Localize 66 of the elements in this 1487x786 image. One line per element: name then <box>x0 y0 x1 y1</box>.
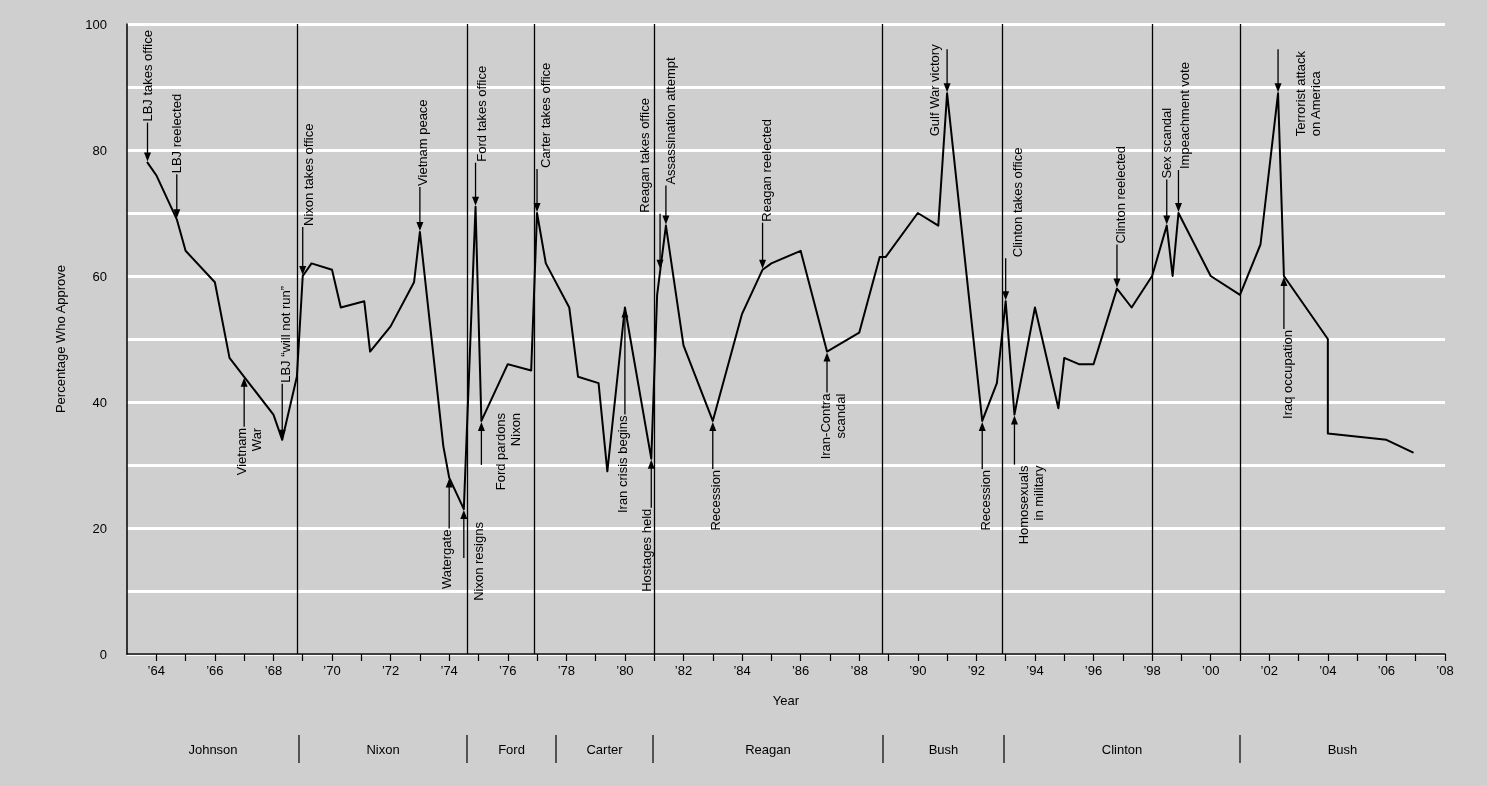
annotation: Iran-Contra scandal <box>818 392 848 460</box>
x-tick-label: ’92 <box>967 663 986 678</box>
x-tick-label: ’66 <box>206 663 224 678</box>
annotation: Iraq occupation <box>1280 330 1296 419</box>
x-tick-label: ’04 <box>1319 663 1337 678</box>
x-tick-label: ’94 <box>1026 663 1044 678</box>
annotation: Impeachment vote <box>1176 62 1192 169</box>
y-tick-label: 20 <box>92 520 107 536</box>
y-axis-title: Percentage Who Approve <box>53 264 68 414</box>
x-tick-label: ’08 <box>1436 663 1454 678</box>
x-tick-label: ’70 <box>323 663 341 678</box>
annotation: Nixon resigns <box>471 521 487 601</box>
annotation: Recession <box>708 469 724 531</box>
x-tick-label: ’96 <box>1084 663 1103 678</box>
x-tick-label: ’72 <box>381 663 400 678</box>
text: Ford <box>498 741 525 757</box>
x-tick-label: ’84 <box>733 663 751 678</box>
x-tick-label: ’86 <box>791 663 810 678</box>
annotation: Sex scandal <box>1159 107 1175 179</box>
annotation: Reagan reelected <box>759 119 775 222</box>
x-tick-label: ’80 <box>616 663 634 678</box>
annotation: Homosexuals in military <box>1016 465 1047 545</box>
annotation: LBJ reelected <box>169 93 185 174</box>
x-tick-label: ’78 <box>557 663 576 678</box>
annotation: Ford takes office <box>474 65 490 162</box>
y-tick-label: 80 <box>92 142 107 158</box>
text: Carter <box>586 741 624 757</box>
x-tick-label: ’68 <box>264 663 283 678</box>
y-tick-label: 60 <box>92 268 107 284</box>
text: Nixon <box>366 741 400 757</box>
text: Johnson <box>188 741 238 757</box>
text: Bush <box>928 741 959 757</box>
annotation: Ford pardons Nixon <box>493 412 524 491</box>
x-tick-label: ’64 <box>147 663 165 678</box>
annotation: Assassination attempt <box>663 57 679 185</box>
x-tick-label: ’00 <box>1202 663 1220 678</box>
text: Bush <box>1327 741 1358 757</box>
text: Reagan <box>745 741 791 757</box>
annotation: Clinton reelected <box>1113 146 1129 244</box>
text: Clinton <box>1101 741 1143 757</box>
annotation: Terrorist attack on America <box>1293 50 1324 137</box>
x-tick-label: ’90 <box>909 663 927 678</box>
x-tick-label: ’02 <box>1260 663 1278 678</box>
annotation: LBJ “will not run” <box>277 285 293 383</box>
x-tick-label: ’06 <box>1377 663 1396 678</box>
annotation: LBJ takes office <box>140 30 155 122</box>
y-tick-label: 0 <box>99 646 107 662</box>
x-tick-label: ’76 <box>499 663 517 678</box>
x-tick-label: ’98 <box>1143 663 1161 678</box>
annotation: Vietnam peace <box>415 99 431 186</box>
annotation: Reagan takes office <box>636 98 652 213</box>
annotation: Watergate <box>438 529 454 590</box>
annotation: Vietnam War <box>234 427 265 476</box>
x-tick-label: ’74 <box>440 663 458 678</box>
annotation: Carter takes office <box>537 62 553 168</box>
annotation: Recession <box>977 469 993 531</box>
annotation: Gulf War victory <box>926 43 942 137</box>
y-tick-label: 100 <box>85 16 107 32</box>
annotation: Iran crisis begins <box>615 415 631 514</box>
y-tick-label: 40 <box>92 394 107 410</box>
x-tick-label: ’88 <box>850 663 868 678</box>
annotation: Nixon takes office <box>301 123 317 226</box>
annotation: Hostages held <box>638 508 654 592</box>
x-axis-title: Year <box>772 693 800 708</box>
annotation: Clinton takes office <box>1010 147 1026 258</box>
x-tick-label: ’82 <box>674 663 693 678</box>
